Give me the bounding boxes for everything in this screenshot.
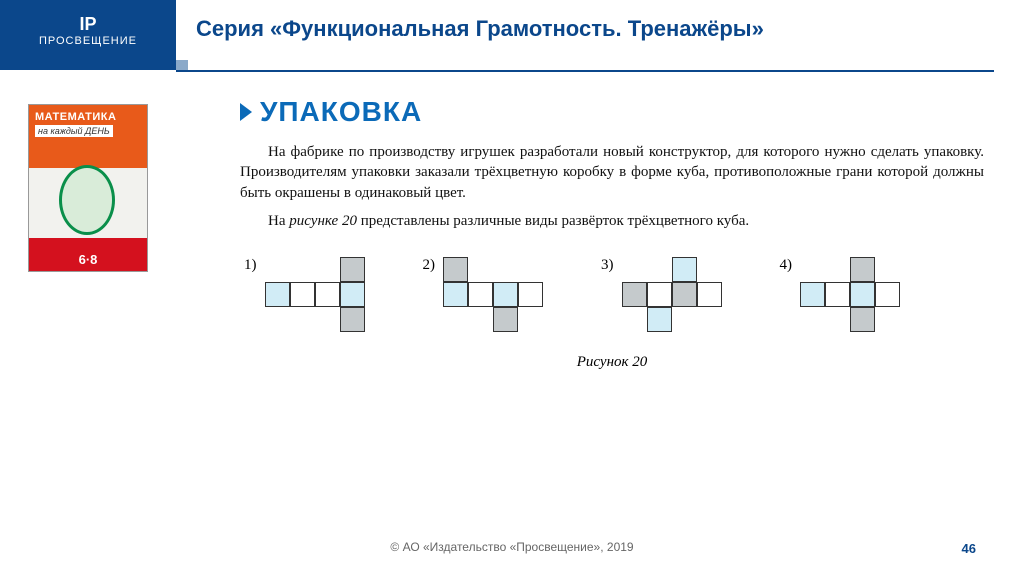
slide-page: IP ПРОСВЕЩЕНИЕ Серия «Функциональная Гра… (0, 0, 1024, 576)
p2b: представлены различные виды развёрток тр… (357, 213, 749, 229)
net-cell (493, 307, 518, 332)
book-illustration (59, 165, 115, 235)
figure-caption: Рисунок 20 (240, 354, 984, 371)
logo-brand: ПРОСВЕЩЕНИЕ (39, 35, 137, 47)
book-title: МАТЕМАТИКА (35, 111, 141, 123)
cube-nets-row: 1) 2) 3) 4) (244, 257, 984, 332)
p2-italic: рисунке 20 (289, 213, 357, 229)
net-cell (672, 282, 697, 307)
net-cell (850, 282, 875, 307)
page-title: Серия «Функциональная Грамотность. Трена… (196, 16, 764, 42)
net-cell (850, 257, 875, 282)
net-cell (672, 257, 697, 282)
net-cell (443, 257, 468, 282)
book-subtitle: на каждый ДЕНЬ (35, 125, 113, 137)
cube-net-label: 4) (780, 257, 793, 274)
book-cover: МАТЕМАТИКА на каждый ДЕНЬ 6·8 (28, 104, 148, 272)
cube-net-2: 2) (423, 257, 544, 332)
net-cell (518, 282, 543, 307)
net-cell (875, 282, 900, 307)
logo-stripe (0, 60, 176, 70)
p2a: На (268, 213, 289, 229)
net-cell (493, 282, 518, 307)
net-cell (340, 257, 365, 282)
publisher-logo: IP ПРОСВЕЩЕНИЕ (0, 0, 176, 60)
paragraph-1-text: На фабрике по производству игрушек разра… (240, 144, 984, 201)
paragraph-1: На фабрике по производству игрушек разра… (240, 142, 984, 203)
net-cell (647, 282, 672, 307)
header-rule (176, 70, 994, 72)
net-cell (800, 282, 825, 307)
net-cell (850, 307, 875, 332)
cube-net-grid (800, 257, 900, 332)
net-cell (290, 282, 315, 307)
net-cell (265, 282, 290, 307)
footer-copyright: © АО «Издательство «Просвещение», 2019 (0, 540, 1024, 554)
net-cell (468, 282, 493, 307)
paragraph-2: На рисунке 20 представлены различные вид… (240, 211, 984, 231)
cube-net-grid (622, 257, 722, 332)
net-cell (622, 282, 647, 307)
section-heading: УПАКОВКА (260, 96, 422, 128)
logo-stripe-light (176, 60, 188, 70)
cube-net-grid (443, 257, 543, 332)
section-heading-row: УПАКОВКА (240, 96, 984, 128)
cube-net-grid (265, 257, 365, 332)
net-cell (697, 282, 722, 307)
cube-net-label: 1) (244, 257, 257, 274)
logo-mark: IP (79, 14, 96, 35)
net-cell (825, 282, 850, 307)
net-cell (647, 307, 672, 332)
net-cell (315, 282, 340, 307)
cube-net-1: 1) (244, 257, 365, 332)
cube-net-3: 3) (601, 257, 722, 332)
book-grade: 6·8 (79, 252, 98, 267)
net-cell (443, 282, 468, 307)
cube-net-label: 3) (601, 257, 614, 274)
net-cell (340, 282, 365, 307)
cube-net-4: 4) (780, 257, 901, 332)
content-area: УПАКОВКА На фабрике по производству игру… (240, 96, 984, 371)
page-number: 46 (962, 541, 976, 556)
cube-net-label: 2) (423, 257, 436, 274)
heading-triangle-icon (240, 103, 252, 121)
net-cell (340, 307, 365, 332)
